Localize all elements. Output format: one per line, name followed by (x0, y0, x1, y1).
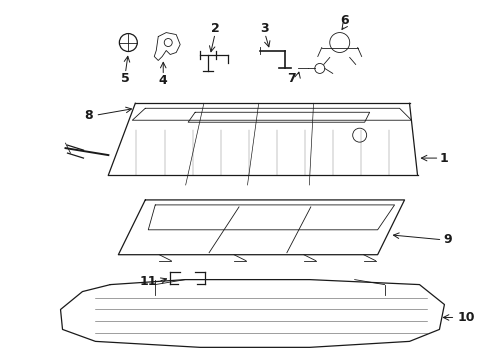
Text: 2: 2 (211, 22, 220, 35)
Text: 5: 5 (121, 72, 130, 85)
Text: 4: 4 (159, 74, 168, 87)
Text: 1: 1 (440, 152, 449, 165)
Text: 7: 7 (288, 72, 296, 85)
Text: 8: 8 (84, 109, 93, 122)
Text: 6: 6 (341, 14, 349, 27)
Text: 11: 11 (140, 275, 157, 288)
Text: 9: 9 (443, 233, 452, 246)
Text: 3: 3 (261, 22, 270, 35)
Text: 10: 10 (457, 311, 475, 324)
